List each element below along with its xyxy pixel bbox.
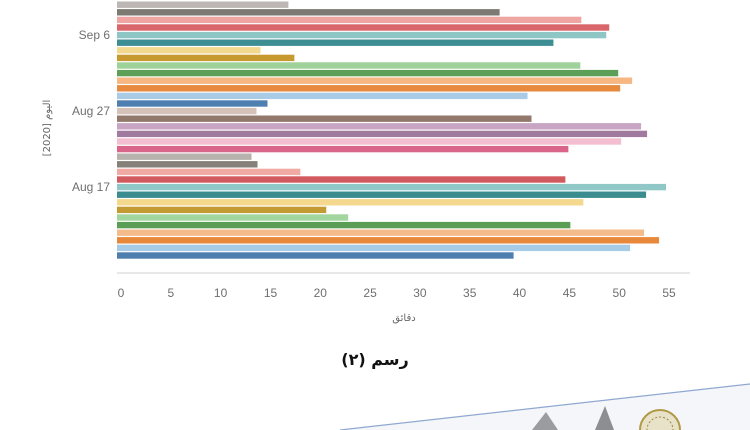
footer-shape-left (532, 412, 558, 430)
bar-34 (117, 252, 514, 259)
footer-emblem-inner (646, 416, 674, 430)
bar-11 (117, 77, 633, 84)
bar-22 (117, 161, 258, 168)
x-tick-label: 55 (662, 286, 676, 300)
x-tick-label: 10 (214, 286, 228, 300)
bar-23 (117, 168, 301, 176)
bar-9 (117, 62, 581, 69)
bar-14 (117, 100, 268, 107)
x-tick-label: 30 (413, 286, 427, 300)
bar-18 (117, 130, 648, 138)
footer-rule (339, 383, 750, 430)
bar-32 (117, 237, 660, 244)
bar-6 (117, 39, 554, 46)
bar-5 (117, 31, 607, 39)
x-axis-title: دقائق (392, 313, 415, 324)
bar-28 (117, 206, 327, 214)
bar-24 (117, 176, 566, 183)
footer-decoration (339, 383, 750, 430)
x-tick-label: 35 (463, 286, 477, 300)
bar-20 (117, 145, 569, 153)
bar-31 (117, 229, 645, 236)
bar-10 (117, 69, 619, 77)
bar-15 (117, 107, 257, 115)
x-tick-label: 50 (613, 286, 627, 300)
bar-27 (117, 199, 584, 206)
bars (117, 1, 667, 259)
bar-33 (117, 244, 631, 252)
bar-16 (117, 115, 532, 122)
y-tick-label: Aug 17 (72, 180, 110, 194)
bar-19 (117, 138, 622, 145)
footer-emblem (639, 409, 681, 430)
x-tick-labels: 0 5 10 15 20 25 30 35 40 45 50 55 (118, 286, 676, 300)
bar-29 (117, 214, 349, 221)
bar-12 (117, 85, 621, 92)
bar-1 (117, 1, 289, 8)
bar-7 (117, 47, 261, 54)
bar-26 (117, 191, 647, 198)
x-tick-label: 45 (563, 286, 577, 300)
x-tick-label: 15 (264, 286, 278, 300)
bar-chart: 0 5 10 15 20 25 30 35 40 45 50 55 Sep 6 Aug 27 Aug 17… (42, 1, 690, 324)
x-tick-label: 5 (167, 286, 174, 300)
bar-3 (117, 16, 582, 24)
y-tick-labels: Sep 6 Aug 27 Aug 17 (72, 28, 110, 194)
bar-25 (117, 183, 667, 191)
figure-caption: رسم (٢) (341, 350, 409, 369)
x-tick-label: 25 (363, 286, 377, 300)
x-tick-label: 40 (513, 286, 527, 300)
bar-2 (117, 9, 500, 16)
bar-13 (117, 92, 528, 100)
x-tick-label: 0 (118, 286, 125, 300)
bar-17 (117, 123, 642, 130)
x-tick-label: 20 (314, 286, 328, 300)
y-tick-label: Aug 27 (72, 104, 110, 118)
footer-shape-right (595, 406, 614, 430)
bar-8 (117, 54, 295, 62)
y-tick-label: Sep 6 (79, 28, 111, 42)
bar-30 (117, 221, 571, 229)
bar-21 (117, 153, 252, 160)
bar-4 (117, 24, 610, 31)
y-axis-title: اليوم [2020] (42, 100, 53, 157)
